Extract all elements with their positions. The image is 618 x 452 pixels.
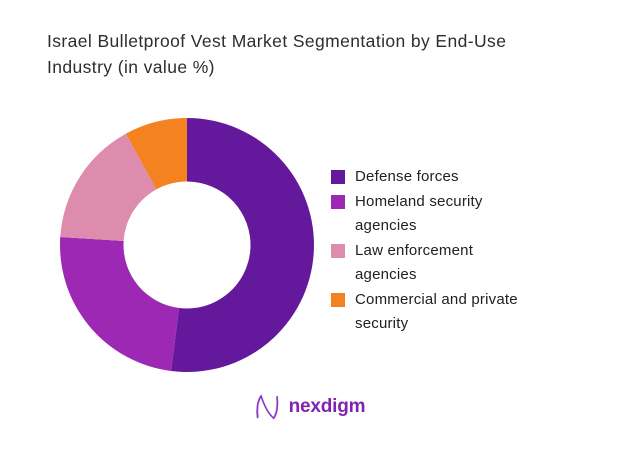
legend-item-homeland-security: Homeland security agencies xyxy=(331,190,581,239)
legend-label: Commercial and private security xyxy=(355,290,518,333)
legend-label: Homeland security agencies xyxy=(355,192,483,235)
donut-segment-2 xyxy=(60,133,157,242)
donut-segment-0 xyxy=(171,118,314,372)
donut-segment-3 xyxy=(125,118,187,190)
brand-logo: nexdigm xyxy=(0,392,618,422)
legend-swatch xyxy=(331,170,345,184)
donut-chart-area xyxy=(60,118,314,372)
legend-item-defense-forces: Defense forces xyxy=(331,165,581,190)
donut-chart xyxy=(60,118,314,372)
nexdigm-logo-icon xyxy=(255,394,278,420)
brand-logo-text: nexdigm xyxy=(288,396,366,417)
legend-label: Law enforcement agencies xyxy=(355,241,474,284)
legend-label: Defense forces xyxy=(355,168,459,185)
chart-legend: Defense forces Homeland security agencie… xyxy=(331,165,581,337)
legend-item-law-enforcement: Law enforcement agencies xyxy=(331,239,581,288)
legend-item-commercial-private: Commercial and private security xyxy=(331,288,581,337)
legend-swatch xyxy=(331,243,345,258)
legend-swatch xyxy=(331,292,345,307)
donut-segment-1 xyxy=(60,237,180,371)
chart-title: Israel Bulletproof Vest Market Segmentat… xyxy=(47,31,507,77)
legend-swatch xyxy=(331,194,345,209)
